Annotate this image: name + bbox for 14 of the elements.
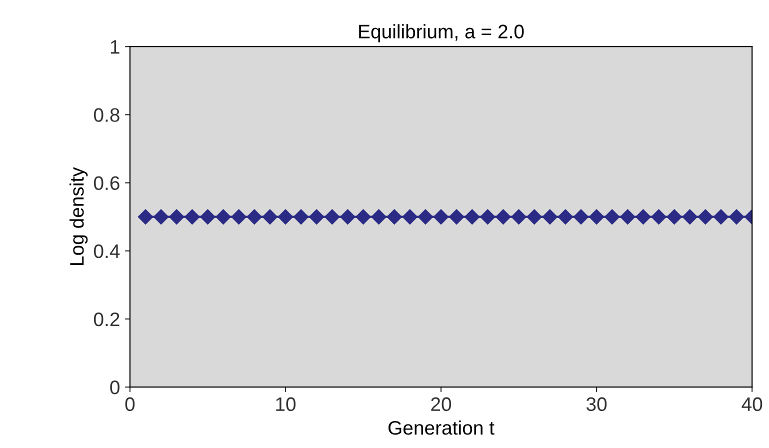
x-tick-label: 0 [125, 397, 135, 412]
chart-title: Equilibrium, a = 2.0 [359, 24, 524, 42]
x-tick-label: 20 [431, 397, 452, 412]
x-tick-label: 40 [742, 397, 762, 412]
y-axis-title: Log density [70, 167, 88, 265]
x-tick-label: 10 [276, 397, 296, 412]
x-tick-label: 30 [586, 397, 607, 412]
y-tick-label: 1 [110, 40, 120, 54]
y-tick-label: 0.6 [94, 176, 120, 190]
y-tick-label: 0.4 [94, 244, 120, 258]
y-tick-label: 0.8 [94, 108, 120, 122]
y-tick-label: 0 [110, 380, 120, 394]
y-tick-label: 0.2 [94, 312, 120, 326]
x-axis-title: Generation t [388, 420, 494, 435]
